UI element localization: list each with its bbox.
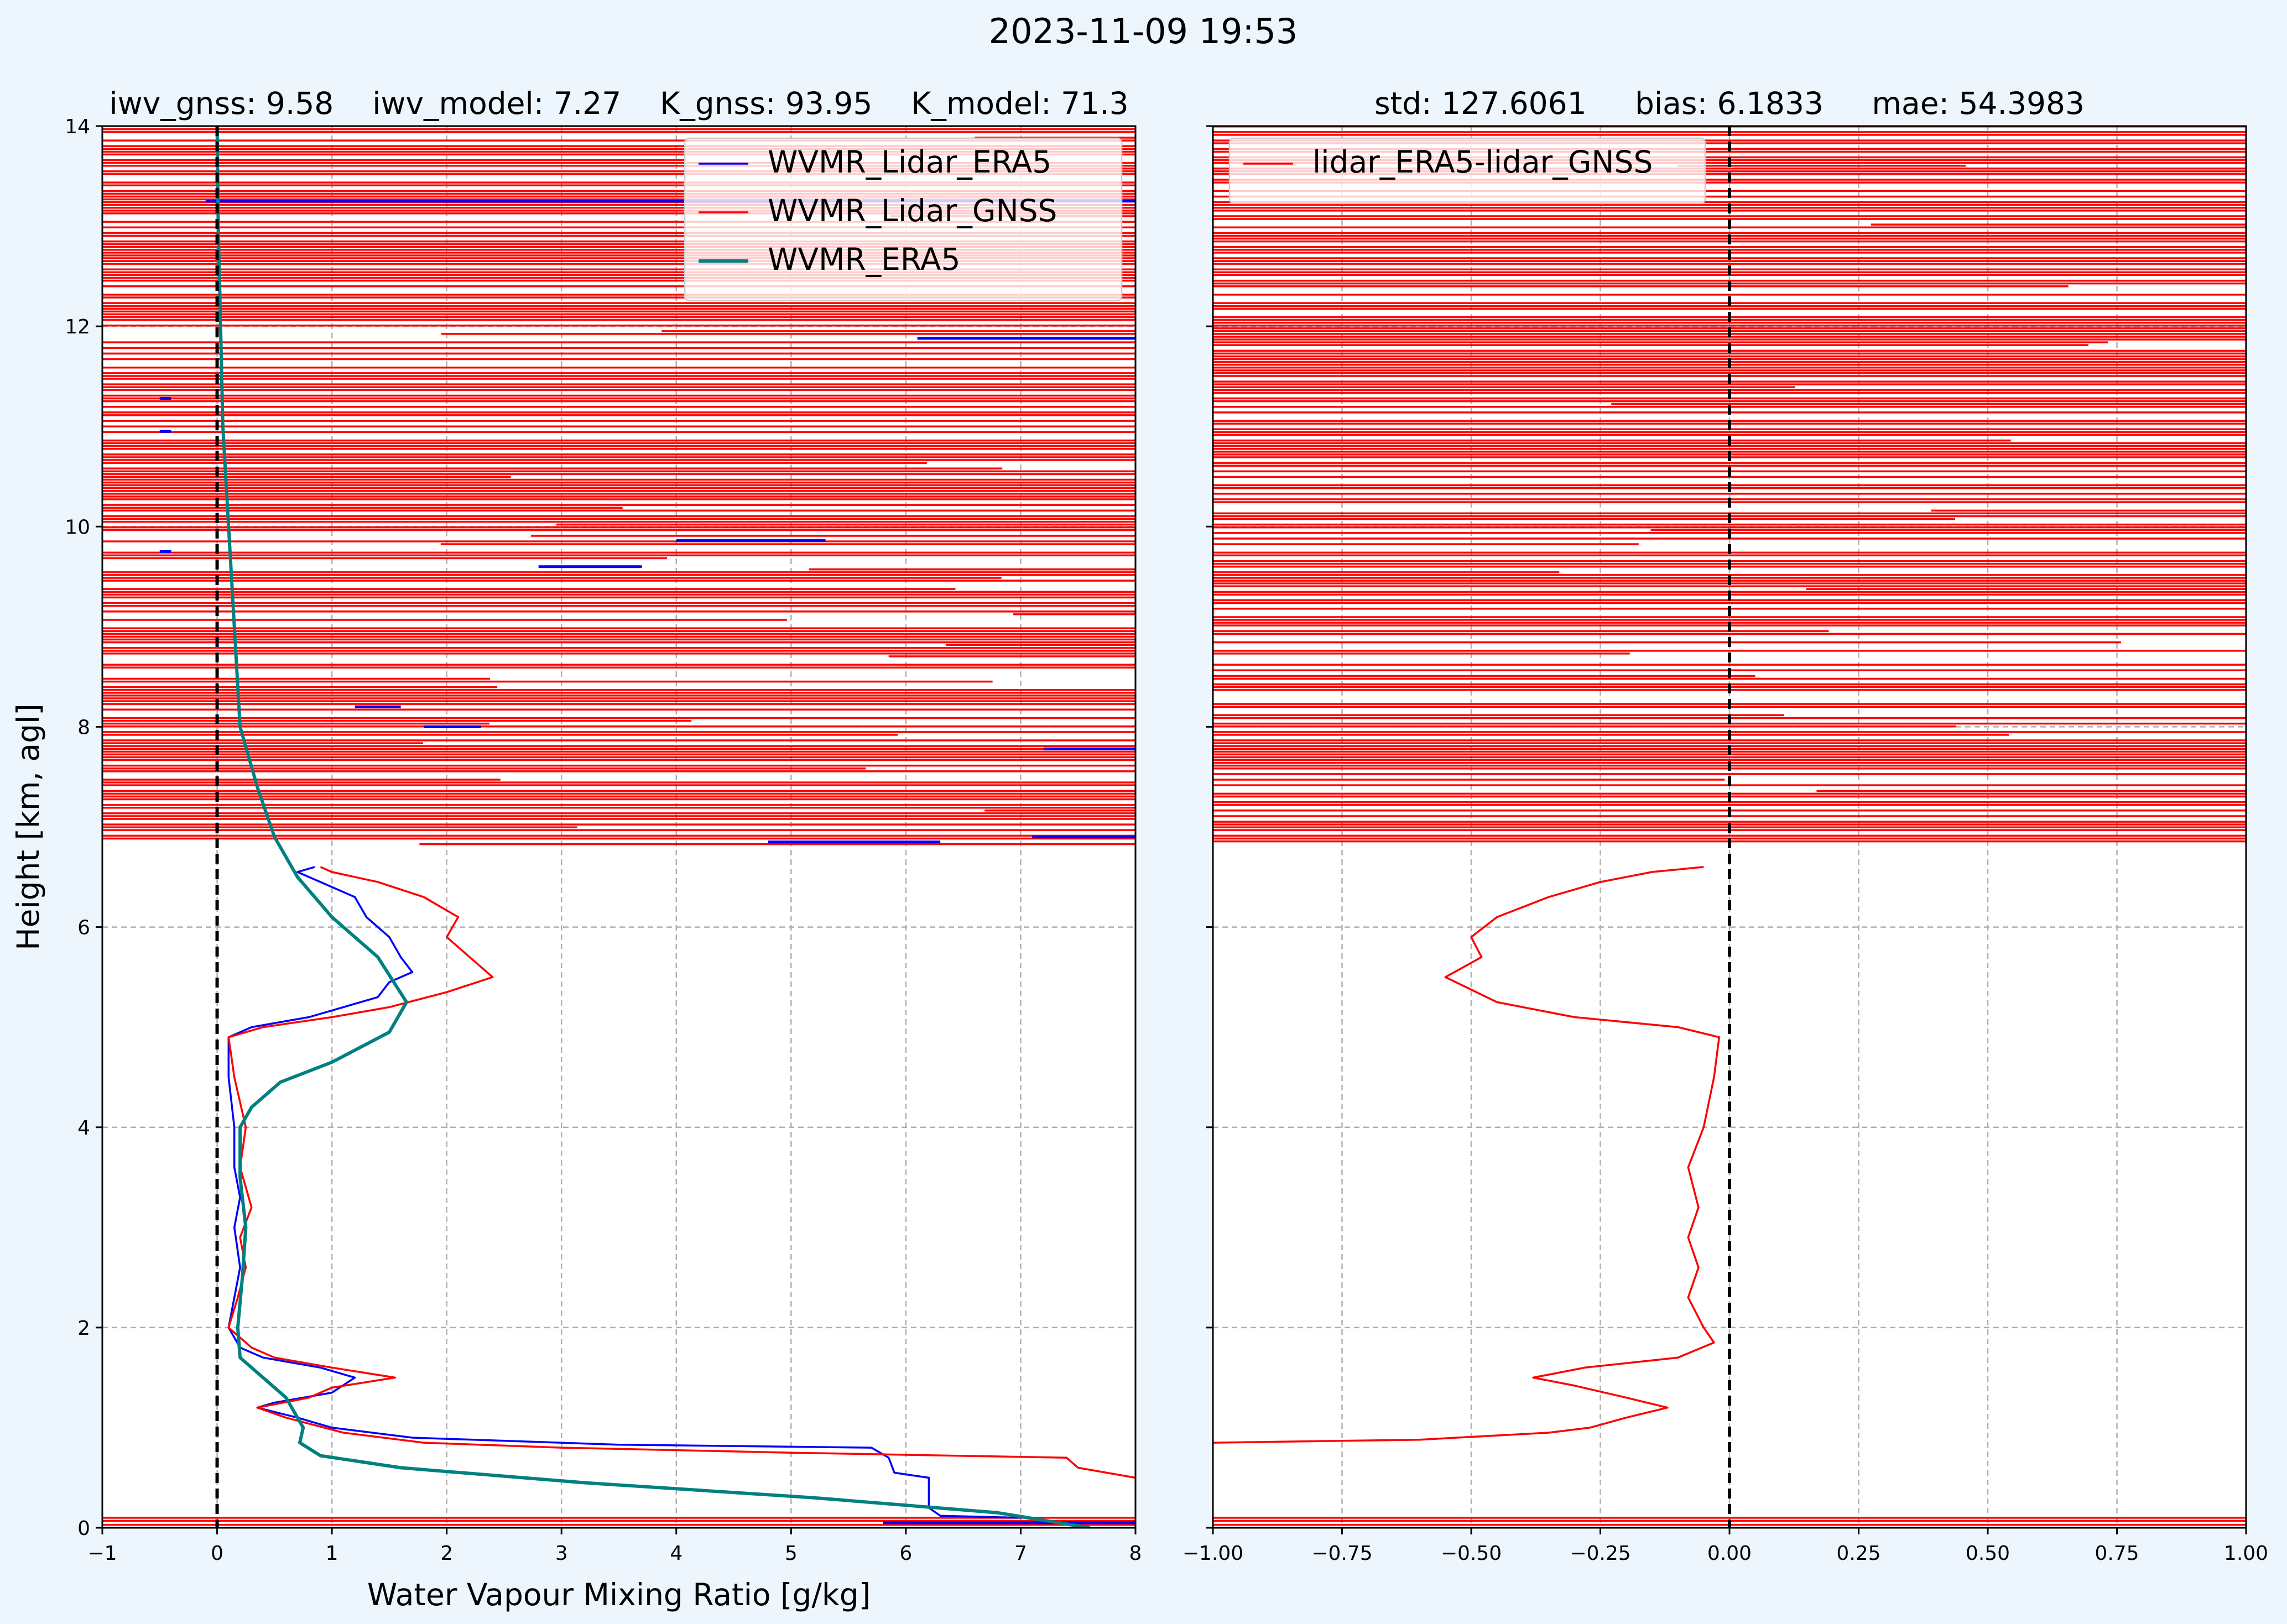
figure-suptitle: 2023-11-09 19:53 [989,11,1298,51]
series-line-lidar_ERA5-lidar_GNSS [1213,866,1721,1444]
x-tick-label: −0.25 [1570,1542,1630,1565]
plot-content [1213,126,2246,1528]
y-tick-label: 2 [77,1317,90,1340]
y-tick-label: 0 [77,1517,90,1540]
y-axis-label: Height [km, agl] [11,703,46,951]
legend-label: WVMR_Lidar_GNSS [768,193,1057,228]
x-tick-label: 6 [899,1542,912,1565]
y-tick-label: 4 [77,1117,90,1140]
x-axis-label: Water Vapour Mixing Ratio [g/kg] [367,1577,871,1612]
y-tick-label: 14 [65,116,90,138]
x-tick-label: 3 [555,1542,568,1565]
x-tick-label: 0.50 [1966,1542,2010,1565]
axes-title: iwv_gnss: 9.58 iwv_model: 7.27 K_gnss: 9… [109,86,1128,121]
x-tick-label: 0.00 [1707,1542,1752,1565]
series-line-WVMR_ERA5 [215,126,1090,1528]
x-tick-label: −0.75 [1311,1542,1372,1565]
noise-segment-group [159,200,1135,1524]
y-tick-label: 6 [77,917,90,939]
legend-box [1228,137,1706,205]
plot-content [102,126,1135,1528]
y-tick-label: 8 [77,716,90,739]
x-tick-label: 8 [1129,1542,1142,1565]
x-tick-label: 5 [785,1542,798,1565]
x-tick-label: 1.00 [2224,1542,2268,1565]
x-tick-label: −0.50 [1441,1542,1502,1565]
x-tick-label: 0 [211,1542,223,1565]
x-tick-label: −1.00 [1182,1542,1243,1565]
noise-band [102,128,1135,1526]
x-tick-label: 1 [326,1542,338,1565]
y-tick-label: 10 [65,516,90,539]
y-tick-label: 12 [65,316,90,338]
legend: WVMR_Lidar_ERA5 WVMR_Lidar_GNSS WVMR_ERA5 [684,137,1123,302]
x-tick-label: 0.75 [2095,1542,2139,1565]
x-tick-label: 7 [1014,1542,1027,1565]
right-panel-axes: −1.00 −0.75 −0.50 −0.25 0.00 0.25 0.50 0.75 1.00… [1182,86,2268,1565]
x-tick-label: −1 [87,1542,117,1565]
x-tick-label: 0.25 [1836,1542,1880,1565]
x-tick-label: 4 [670,1542,683,1565]
legend-label: WVMR_Lidar_ERA5 [768,144,1051,180]
legend-box [684,137,1123,302]
series-line-WVMR_Lidar_ERA5 [227,866,1021,1519]
legend: lidar_ERA5-lidar_GNSS [1228,137,1706,205]
x-tick-label: 2 [440,1542,453,1565]
legend-label: WVMR_ERA5 [768,242,961,277]
axes-title: std: 127.6061 bias: 6.1833 mae: 54.3983 [1374,86,2085,121]
axes-spine [101,125,1137,1529]
legend-label: lidar_ERA5-lidar_GNSS [1312,144,1653,180]
